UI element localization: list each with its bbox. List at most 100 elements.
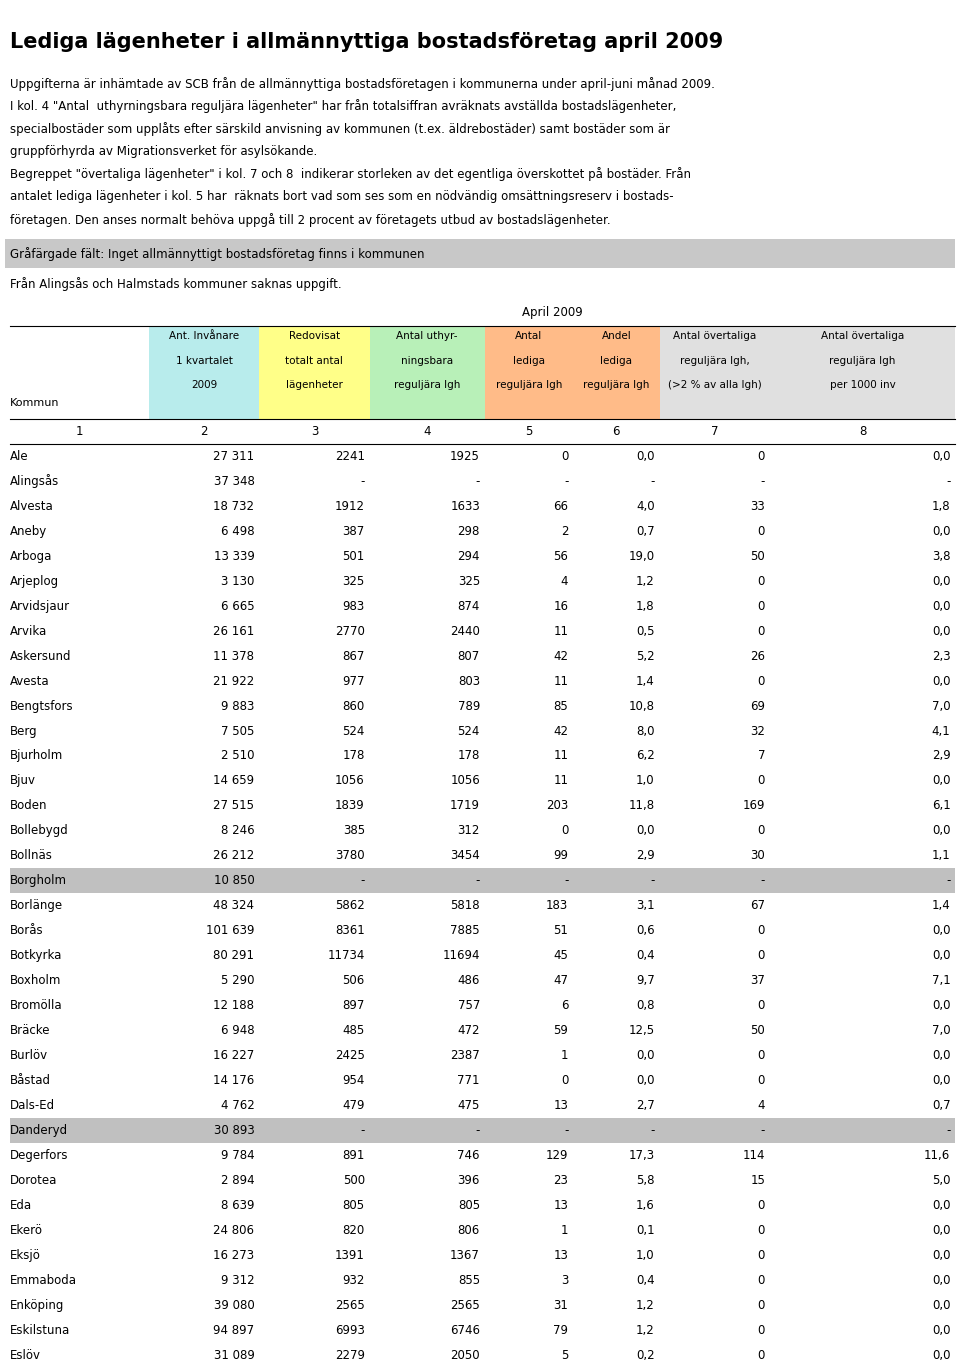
Text: I kol. 4 "Antal  uthyrningsbara reguljära lägenheter" har från totalsiffran avrä: I kol. 4 "Antal uthyrningsbara reguljära… bbox=[10, 100, 676, 114]
Text: 0: 0 bbox=[757, 1050, 765, 1062]
Text: 50: 50 bbox=[751, 1024, 765, 1037]
Text: 3780: 3780 bbox=[335, 849, 365, 863]
Text: 2 510: 2 510 bbox=[221, 749, 254, 763]
Text: Burlöv: Burlöv bbox=[10, 1050, 48, 1062]
Text: 26 212: 26 212 bbox=[213, 849, 254, 863]
Text: 9 883: 9 883 bbox=[221, 700, 254, 712]
Text: specialbostäder som upplåts efter särskild anvisning av kommunen (t.ex. äldrebos: specialbostäder som upplåts efter särski… bbox=[10, 122, 670, 136]
Text: 11: 11 bbox=[553, 749, 568, 763]
Text: gruppförhyrda av Migrationsverket för asylsökande.: gruppförhyrda av Migrationsverket för as… bbox=[10, 145, 317, 158]
Text: Arboga: Arboga bbox=[10, 550, 52, 563]
Text: 0,0: 0,0 bbox=[932, 524, 950, 538]
Text: -: - bbox=[760, 475, 765, 488]
Text: 0,0: 0,0 bbox=[932, 1324, 950, 1336]
Text: Kommun: Kommun bbox=[10, 398, 60, 409]
Text: 485: 485 bbox=[343, 1024, 365, 1037]
Text: reguljära lgh: reguljära lgh bbox=[583, 380, 650, 391]
Text: 0,0: 0,0 bbox=[932, 1074, 950, 1087]
Text: -: - bbox=[946, 475, 950, 488]
Text: Antal: Antal bbox=[516, 332, 542, 342]
Text: 101 639: 101 639 bbox=[205, 925, 254, 937]
Text: 0,0: 0,0 bbox=[932, 1273, 950, 1287]
Text: Ant. Invånare: Ant. Invånare bbox=[169, 332, 239, 342]
Text: 6 665: 6 665 bbox=[221, 600, 254, 613]
Text: 8,0: 8,0 bbox=[636, 724, 655, 738]
Text: 31: 31 bbox=[554, 1299, 568, 1312]
Text: 66: 66 bbox=[553, 499, 568, 513]
Text: -: - bbox=[475, 475, 480, 488]
Text: 1,6: 1,6 bbox=[636, 1199, 655, 1211]
Text: 178: 178 bbox=[458, 749, 480, 763]
Text: 0,0: 0,0 bbox=[932, 675, 950, 687]
Text: reguljära lgh: reguljära lgh bbox=[394, 380, 461, 391]
FancyBboxPatch shape bbox=[10, 668, 955, 694]
Text: Botkyrka: Botkyrka bbox=[10, 949, 62, 962]
Text: 0: 0 bbox=[757, 575, 765, 587]
Text: 19,0: 19,0 bbox=[629, 550, 655, 563]
Text: 6,1: 6,1 bbox=[931, 800, 950, 812]
Text: 3: 3 bbox=[561, 1273, 568, 1287]
Text: Gråfärgade fält: Inget allmännyttigt bostadsföretag finns i kommunen: Gråfärgade fält: Inget allmännyttigt bos… bbox=[10, 247, 424, 261]
Text: Eskilstuna: Eskilstuna bbox=[10, 1324, 70, 1336]
Text: 6: 6 bbox=[561, 999, 568, 1013]
Text: företagen. Den anses normalt behöva uppgå till 2 procent av företagets utbud av : företagen. Den anses normalt behöva uppg… bbox=[10, 213, 611, 226]
Text: 3: 3 bbox=[311, 425, 318, 438]
Text: 820: 820 bbox=[343, 1224, 365, 1238]
FancyBboxPatch shape bbox=[10, 1118, 955, 1143]
Text: Dals-Ed: Dals-Ed bbox=[10, 1099, 55, 1113]
Text: 1719: 1719 bbox=[450, 800, 480, 812]
FancyBboxPatch shape bbox=[10, 818, 955, 844]
Text: 9 784: 9 784 bbox=[221, 1148, 254, 1162]
Text: 1: 1 bbox=[76, 425, 83, 438]
Text: 806: 806 bbox=[458, 1224, 480, 1238]
Text: -: - bbox=[564, 1124, 568, 1137]
Text: 21 922: 21 922 bbox=[213, 675, 254, 687]
Text: 8361: 8361 bbox=[335, 925, 365, 937]
Text: 47: 47 bbox=[553, 974, 568, 988]
FancyBboxPatch shape bbox=[10, 868, 955, 893]
Text: Eksjö: Eksjö bbox=[10, 1249, 40, 1262]
Text: 4 762: 4 762 bbox=[221, 1099, 254, 1113]
Text: Aneby: Aneby bbox=[10, 524, 47, 538]
FancyBboxPatch shape bbox=[10, 1368, 955, 1372]
FancyBboxPatch shape bbox=[10, 1093, 955, 1118]
Text: 79: 79 bbox=[553, 1324, 568, 1336]
Text: 0: 0 bbox=[757, 949, 765, 962]
Text: lägenheter: lägenheter bbox=[286, 380, 343, 391]
Text: 2,3: 2,3 bbox=[932, 649, 950, 663]
Text: ningsbara: ningsbara bbox=[401, 355, 453, 366]
Text: 0,0: 0,0 bbox=[932, 1050, 950, 1062]
Text: 13 339: 13 339 bbox=[213, 550, 254, 563]
Text: 891: 891 bbox=[343, 1148, 365, 1162]
Text: 7 505: 7 505 bbox=[221, 724, 254, 738]
Text: 9 312: 9 312 bbox=[221, 1273, 254, 1287]
Text: 298: 298 bbox=[458, 524, 480, 538]
Text: 0,4: 0,4 bbox=[636, 949, 655, 962]
Text: lediga: lediga bbox=[600, 355, 633, 366]
Text: 2: 2 bbox=[201, 425, 207, 438]
Text: 5 290: 5 290 bbox=[221, 974, 254, 988]
Text: -: - bbox=[475, 1124, 480, 1137]
Text: 45: 45 bbox=[554, 949, 568, 962]
Text: Bromölla: Bromölla bbox=[10, 999, 62, 1013]
Text: -: - bbox=[564, 874, 568, 888]
FancyBboxPatch shape bbox=[10, 744, 955, 768]
Text: 0: 0 bbox=[757, 774, 765, 788]
Text: 26: 26 bbox=[750, 649, 765, 663]
Text: 178: 178 bbox=[343, 749, 365, 763]
FancyBboxPatch shape bbox=[573, 327, 660, 420]
FancyBboxPatch shape bbox=[10, 844, 955, 868]
Text: 932: 932 bbox=[343, 1273, 365, 1287]
Text: reguljära lgh: reguljära lgh bbox=[829, 355, 896, 366]
Text: 0,0: 0,0 bbox=[932, 600, 950, 613]
Text: 3,8: 3,8 bbox=[932, 550, 950, 563]
Text: 11,8: 11,8 bbox=[629, 800, 655, 812]
Text: Boxholm: Boxholm bbox=[10, 974, 61, 988]
Text: 325: 325 bbox=[343, 575, 365, 587]
Text: 0,0: 0,0 bbox=[932, 575, 950, 587]
Text: 0,8: 0,8 bbox=[636, 999, 655, 1013]
Text: totalt antal: totalt antal bbox=[285, 355, 344, 366]
Text: 37 348: 37 348 bbox=[213, 475, 254, 488]
Text: Andel: Andel bbox=[602, 332, 631, 342]
FancyBboxPatch shape bbox=[10, 1168, 955, 1194]
